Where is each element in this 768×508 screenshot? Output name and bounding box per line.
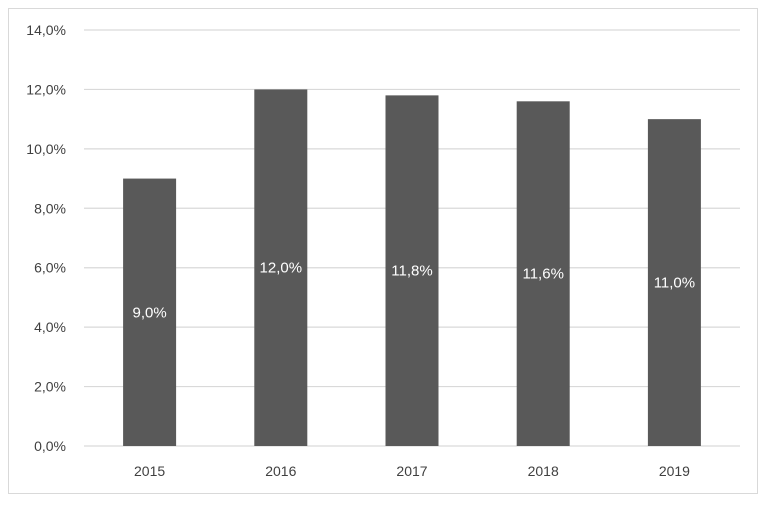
y-tick-label: 4,0% <box>34 319 66 335</box>
bar-2017 <box>385 95 439 446</box>
data-label: 11,8% <box>391 263 432 280</box>
x-tick-label: 2017 <box>396 463 427 479</box>
data-labels: 9,0% 12,0% 11,8% 11,6% 11,0% <box>132 260 695 322</box>
bar-2015 <box>123 178 177 447</box>
bars <box>123 89 701 447</box>
y-tick-label: 0,0% <box>34 438 66 454</box>
y-tick-label: 8,0% <box>34 200 66 216</box>
x-tick-label: 2018 <box>528 463 559 479</box>
y-tick-label: 12,0% <box>26 81 66 97</box>
y-tick-label: 6,0% <box>34 260 66 276</box>
y-tick-label: 2,0% <box>34 379 66 395</box>
bar-2016 <box>254 89 308 446</box>
data-label: 11,0% <box>654 275 695 292</box>
data-label: 9,0% <box>132 304 166 321</box>
bar-2019 <box>647 119 701 447</box>
y-tick-label: 14,0% <box>26 22 66 38</box>
bar-2018 <box>516 101 570 447</box>
y-tick-label: 10,0% <box>26 141 66 157</box>
x-tick-label: 2019 <box>659 463 690 479</box>
y-axis-tick-labels: 0,0% 2,0% 4,0% 6,0% 8,0% 10,0% 12,0% 14,0% <box>26 22 66 454</box>
data-label: 12,0% <box>260 260 303 277</box>
data-label: 11,6% <box>522 266 563 283</box>
x-tick-label: 2016 <box>265 463 296 479</box>
x-tick-label: 2015 <box>134 463 165 479</box>
x-axis-tick-labels: 2015 2016 2017 2018 2019 <box>134 463 690 479</box>
